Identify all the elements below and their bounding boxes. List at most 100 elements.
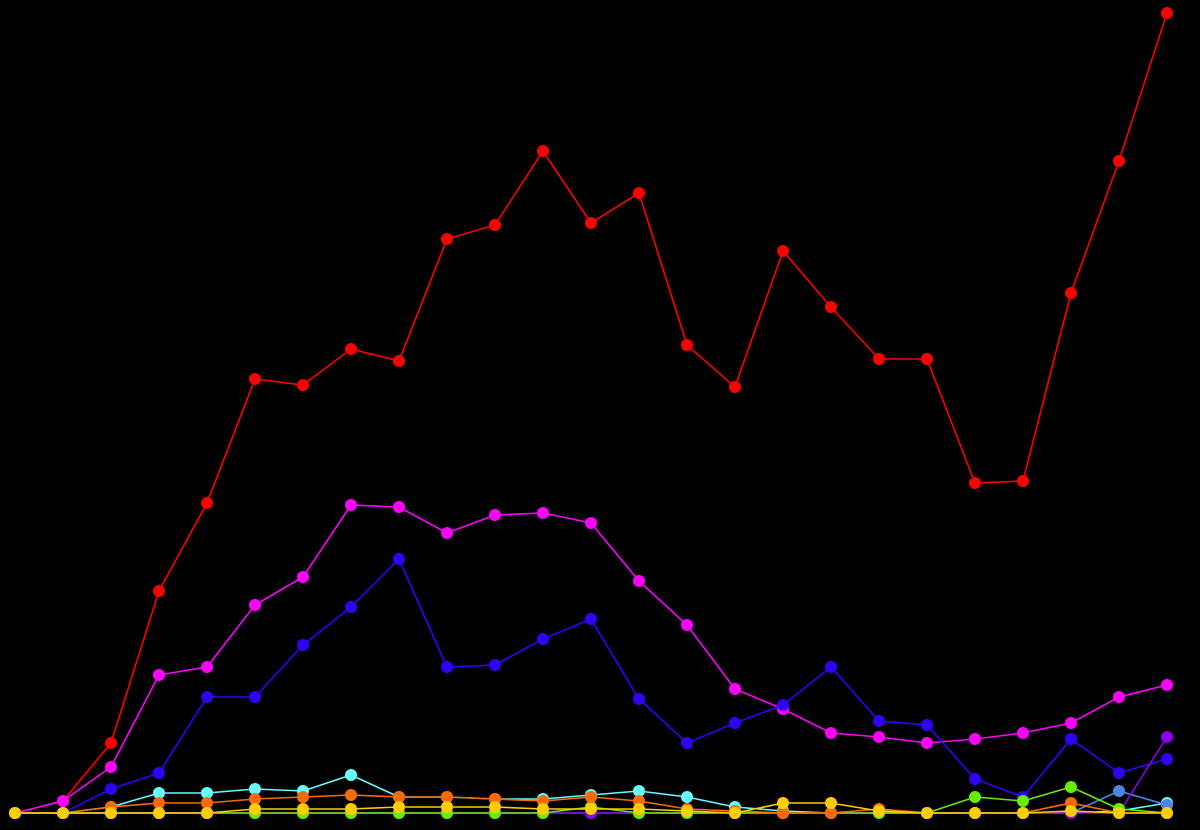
data-point [489, 659, 501, 671]
data-point [537, 633, 549, 645]
data-point [585, 803, 597, 815]
data-point [345, 343, 357, 355]
data-point [585, 517, 597, 529]
data-point [489, 801, 501, 813]
data-point [825, 797, 837, 809]
data-point [153, 669, 165, 681]
data-point [681, 805, 693, 817]
data-point [441, 791, 453, 803]
data-point [441, 661, 453, 673]
data-point [297, 379, 309, 391]
data-point [873, 805, 885, 817]
data-point [969, 773, 981, 785]
data-point [777, 699, 789, 711]
data-point [393, 553, 405, 565]
data-point [345, 803, 357, 815]
data-point [585, 217, 597, 229]
data-point [1017, 475, 1029, 487]
data-point [1161, 807, 1173, 819]
data-point [969, 477, 981, 489]
data-point [297, 639, 309, 651]
data-point [201, 497, 213, 509]
data-point [777, 807, 789, 819]
data-point [921, 807, 933, 819]
data-point [153, 585, 165, 597]
data-point [1113, 691, 1125, 703]
data-point [681, 339, 693, 351]
data-point [105, 783, 117, 795]
data-point [1017, 727, 1029, 739]
data-point [1017, 795, 1029, 807]
data-point [105, 737, 117, 749]
data-point [873, 353, 885, 365]
data-point [201, 807, 213, 819]
data-point [681, 619, 693, 631]
data-point [729, 717, 741, 729]
data-point [441, 801, 453, 813]
data-point [201, 787, 213, 799]
data-point [249, 793, 261, 805]
data-point [297, 803, 309, 815]
data-point [825, 301, 837, 313]
data-point [585, 791, 597, 803]
data-point [489, 219, 501, 231]
data-point [1017, 807, 1029, 819]
data-point [825, 727, 837, 739]
data-point [537, 507, 549, 519]
data-point [633, 785, 645, 797]
data-point [969, 791, 981, 803]
data-point [345, 769, 357, 781]
data-point [201, 691, 213, 703]
data-point [537, 145, 549, 157]
data-point [249, 373, 261, 385]
data-point [57, 807, 69, 819]
data-point [1161, 7, 1173, 19]
data-point [1065, 717, 1077, 729]
data-point [777, 245, 789, 257]
data-point [345, 789, 357, 801]
data-point [57, 795, 69, 807]
data-point [969, 807, 981, 819]
data-point [681, 737, 693, 749]
data-point [633, 187, 645, 199]
data-point [441, 233, 453, 245]
data-point [729, 381, 741, 393]
data-point [1113, 155, 1125, 167]
data-point [9, 807, 21, 819]
data-point [153, 787, 165, 799]
data-point [1113, 785, 1125, 797]
data-point [585, 613, 597, 625]
data-point [729, 683, 741, 695]
data-point [345, 499, 357, 511]
data-point [297, 791, 309, 803]
data-point [1161, 731, 1173, 743]
data-point [633, 803, 645, 815]
data-point [441, 527, 453, 539]
data-point [345, 601, 357, 613]
data-point [393, 501, 405, 513]
data-point [153, 807, 165, 819]
data-point [1065, 781, 1077, 793]
data-point [153, 767, 165, 779]
data-point [633, 693, 645, 705]
data-point [1113, 807, 1125, 819]
data-point [1161, 753, 1173, 765]
data-point [825, 661, 837, 673]
data-point [873, 731, 885, 743]
data-point [1065, 287, 1077, 299]
data-point [1065, 805, 1077, 817]
data-point [1065, 733, 1077, 745]
data-point [393, 801, 405, 813]
data-point [105, 807, 117, 819]
data-point [633, 575, 645, 587]
data-point [825, 807, 837, 819]
data-point [201, 797, 213, 809]
data-point [729, 807, 741, 819]
data-point [681, 791, 693, 803]
data-point [1161, 679, 1173, 691]
data-point [249, 803, 261, 815]
data-point [249, 599, 261, 611]
data-point [1113, 767, 1125, 779]
